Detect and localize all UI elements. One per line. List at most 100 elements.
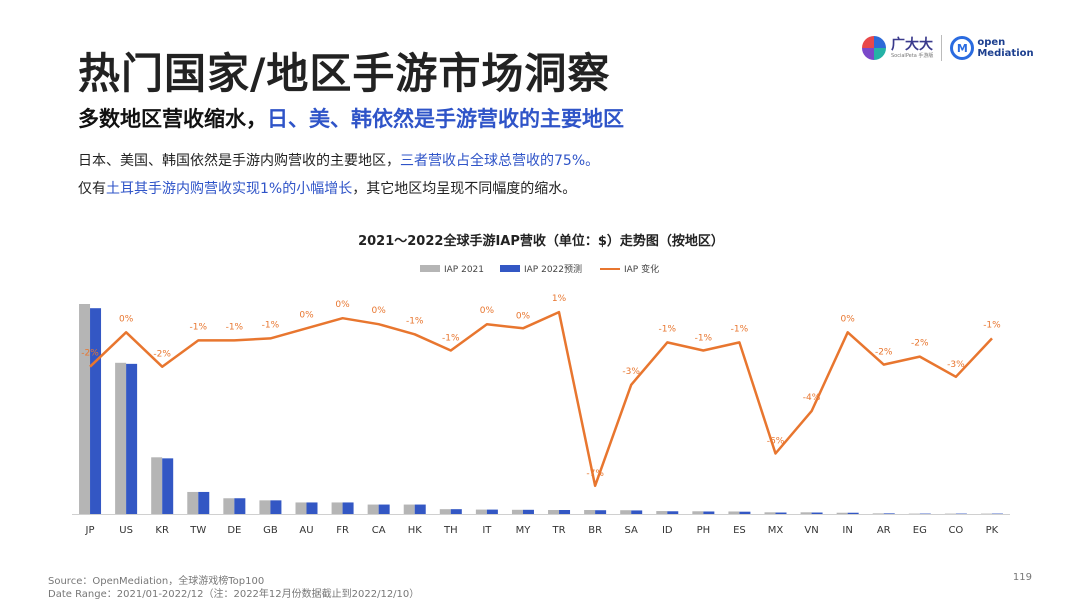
bar-iap-2021-tw [187,491,199,514]
body-line-1: 日本、美国、韩国依然是手游内购营收的主要地区，三者营收占全球总营收的75%。 [78,150,599,170]
data-label-change-id: -1% [659,324,677,334]
bar-iap-2021-in [836,512,848,514]
bar-iap-2022-tr [559,510,571,514]
om-logo-icon: M [950,36,975,60]
data-label-change-es: -1% [731,324,749,334]
bar-iap-2021-th [439,509,451,514]
x-tick-label-jp: JP [85,525,95,536]
data-label-change-ph: -1% [695,334,713,344]
x-tick-label-br: BR [588,525,602,536]
bar-iap-2021-es [728,511,740,514]
page-title: 热门国家/地区手游市场洞察 [78,49,611,98]
data-label-change-au: 0% [299,310,314,320]
x-tick-label-co: CO [948,525,963,536]
bar-iap-2022-in [847,512,859,514]
bar-iap-2022-es [739,511,751,514]
legend-swatch-iap-2021 [420,265,440,272]
bar-iap-2021-vn [800,512,812,514]
bar-iap-2021-br [584,510,596,514]
bar-iap-2021-ca [367,504,379,514]
bar-iap-2022-kr [162,458,174,514]
gdd-logo: 广大大 SocialPeta 手游版 [862,36,933,60]
data-label-change-in: 0% [841,314,856,324]
series-line-iap-change [89,310,993,488]
line2-highlight: 土耳其手游内购营收实现1%的小幅增长 [106,181,353,197]
x-tick-label-vn: VN [804,525,818,536]
bar-iap-2021-de [223,498,235,514]
legend-label-iap-2022: IAP 2022预测 [524,264,582,275]
bar-iap-2022-sa [631,510,643,514]
logo-divider [941,35,943,61]
x-tick-label-ar: AR [877,525,891,536]
bar-iap-2022-my [522,509,534,514]
data-label-change-vn: -4% [803,393,821,403]
bar-iap-2022-au [306,502,318,514]
data-label-change-fr: 0% [335,300,350,310]
x-tick-label-us: US [119,525,133,536]
page-number: 119 [1012,572,1032,583]
bar-iap-2022-id [667,511,679,514]
x-tick-label-mx: MX [768,525,784,536]
data-label-change-jp: -2% [81,349,99,359]
bar-iap-2022-mx [775,512,787,514]
legend-label-iap-2021: IAP 2021 [444,265,484,275]
data-label-change-sa: -3% [622,367,640,377]
bar-iap-2021-jp [79,304,91,514]
x-tick-label-it: IT [482,525,492,536]
x-tick-label-kr: KR [155,525,169,536]
bar-iap-2022-hk [414,504,426,514]
data-label-change-pk: -1% [983,320,1001,330]
om-logo-line1: open [977,37,1006,48]
line1-text: 日本、美国、韩国依然是手游内购营收的主要地区， [78,153,400,169]
data-label-change-tw: -1% [190,322,208,332]
bar-iap-2021-my [511,509,523,514]
bar-iap-2021-ph [692,511,704,514]
gdd-logo-name: 广大大 [891,36,933,53]
bar-iap-2022-de [234,498,246,514]
legend-swatch-iap-2022 [500,265,520,272]
data-label-change-eg: -2% [911,339,929,349]
data-label-change-it: 0% [480,306,495,316]
bar-iap-2022-ca [378,504,390,514]
om-logo: M open Mediation [950,36,1034,60]
x-tick-label-hk: HK [408,525,423,536]
data-label-change-gb: -1% [262,320,280,330]
bar-iap-2022-fr [342,502,354,514]
gdd-logo-icon [862,36,886,60]
date-range-note: Date Range：2021/01-2022/12（注：2022年12月份数据… [48,589,420,600]
x-tick-label-my: MY [516,525,532,536]
data-label-change-de: -1% [226,322,244,332]
bar-iap-2021-fr [331,502,343,514]
x-tick-label-pk: PK [986,525,999,536]
x-tick-label-es: ES [733,525,746,536]
bar-iap-2021-gb [259,500,271,514]
x-tick-label-tr: TR [552,525,566,536]
bar-iap-2022-tw [198,491,210,514]
data-label-change-ca: 0% [372,306,387,316]
legend-label-iap-change: IAP 变化 [624,263,659,275]
bar-iap-2021-kr [151,457,163,514]
x-tick-label-eg: EG [913,525,927,536]
data-label-change-us: 0% [119,314,134,324]
line1-highlight: 三者营收占全球总营收的75%。 [400,153,600,169]
x-tick-label-ph: PH [697,525,711,536]
bar-iap-2022-ph [703,511,715,514]
bar-iap-2022-gb [270,500,282,514]
data-label-change-kr: -2% [153,350,171,360]
x-tick-label-id: ID [662,525,673,536]
bar-iap-2021-id [656,511,668,514]
x-tick-label-th: TH [443,525,458,536]
data-label-change-tr: 1% [552,294,567,304]
x-tick-label-fr: FR [336,525,349,536]
data-label-change-co: -3% [947,360,965,370]
bar-iap-2021-it [475,509,487,514]
bar-iap-2021-tr [548,510,560,514]
line2-text-c: ，其它地区均呈现不同幅度的缩水。 [352,181,577,197]
data-label-change-th: -1% [442,334,460,344]
bar-iap-2021-au [295,502,307,514]
bar-iap-2022-it [486,509,498,514]
chart-title: 2021～2022全球手游IAP营收（单位：$）走势图（按地区） [358,233,724,249]
bar-iap-2022-th [450,509,462,514]
data-label-change-br: -7% [586,469,604,479]
